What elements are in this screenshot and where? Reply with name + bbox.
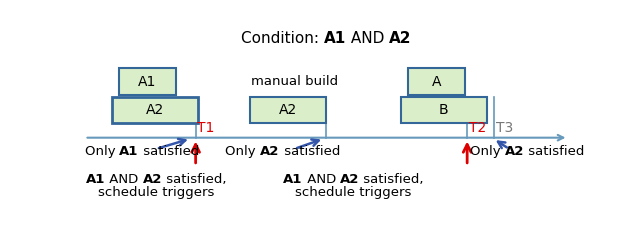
Text: satisfied: satisfied	[524, 145, 584, 158]
Text: Only: Only	[469, 145, 505, 158]
Text: A2: A2	[340, 173, 359, 186]
FancyBboxPatch shape	[111, 96, 198, 123]
Text: A1: A1	[138, 75, 157, 88]
Text: AND: AND	[303, 173, 340, 186]
Text: Condition:: Condition:	[241, 31, 324, 46]
Text: satisfied,: satisfied,	[359, 173, 424, 186]
Text: A1: A1	[86, 173, 105, 186]
Text: satisfied: satisfied	[139, 145, 199, 158]
Text: satisfied: satisfied	[280, 145, 340, 158]
Text: manual build: manual build	[251, 75, 338, 88]
Text: Only: Only	[225, 145, 260, 158]
Text: satisfied,: satisfied,	[162, 173, 227, 186]
Text: A1: A1	[119, 145, 139, 158]
FancyBboxPatch shape	[119, 69, 176, 95]
Text: B: B	[439, 103, 448, 117]
Text: A2: A2	[389, 31, 412, 46]
Text: A1: A1	[283, 173, 303, 186]
FancyBboxPatch shape	[250, 96, 327, 123]
Text: A2: A2	[505, 145, 524, 158]
Text: A2: A2	[146, 103, 164, 117]
Text: T3: T3	[496, 121, 513, 135]
Text: T1: T1	[197, 121, 215, 135]
Text: AND: AND	[346, 31, 389, 46]
FancyBboxPatch shape	[401, 96, 487, 123]
Text: T2: T2	[469, 121, 486, 135]
FancyBboxPatch shape	[408, 69, 465, 95]
Text: A2: A2	[279, 103, 297, 117]
Text: A1: A1	[324, 31, 346, 46]
Text: schedule triggers: schedule triggers	[98, 186, 214, 199]
Text: A2: A2	[143, 173, 162, 186]
Text: schedule triggers: schedule triggers	[296, 186, 412, 199]
Text: Only: Only	[85, 145, 119, 158]
Text: A2: A2	[260, 145, 280, 158]
Text: A: A	[431, 75, 441, 88]
Text: AND: AND	[105, 173, 143, 186]
